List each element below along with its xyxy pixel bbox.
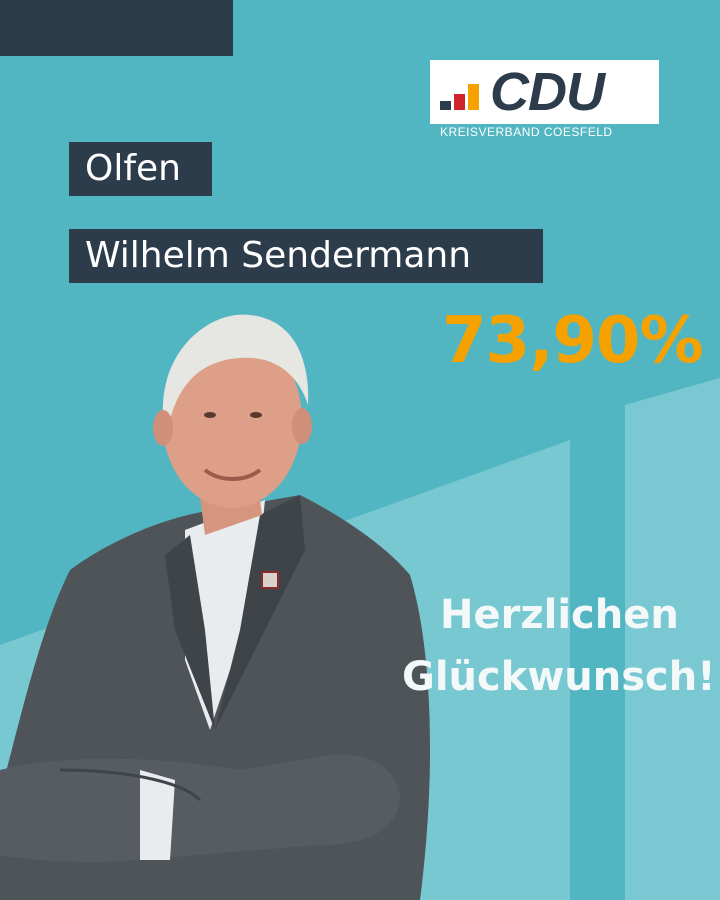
city-label: Olfen xyxy=(69,142,212,196)
logo-subtitle: KREISVERBAND COESFELD xyxy=(440,125,613,139)
result-percent: 73,90% xyxy=(442,304,704,378)
result-backdrop xyxy=(0,0,233,56)
cdu-logo: CDU xyxy=(430,60,659,124)
logo-wordmark: CDU xyxy=(490,62,605,122)
candidate-photo xyxy=(0,314,431,900)
greeting-line-2: Glückwunsch! xyxy=(402,654,716,700)
logo-bars-icon xyxy=(440,80,486,110)
candidate-name: Wilhelm Sendermann xyxy=(69,229,543,283)
greeting-line-1: Herzlichen xyxy=(440,592,679,638)
